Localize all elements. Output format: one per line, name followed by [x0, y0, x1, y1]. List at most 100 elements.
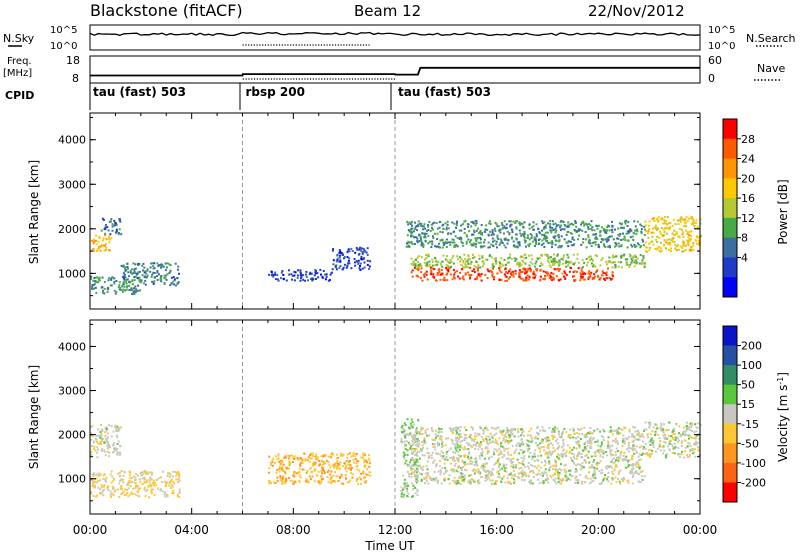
velocity-cell — [134, 486, 137, 489]
velocity-cell — [467, 448, 470, 451]
power-cell — [467, 262, 470, 265]
power-cell — [174, 262, 177, 265]
velocity-cell — [484, 476, 487, 479]
power-cell — [438, 242, 441, 245]
velocity-cell — [279, 463, 282, 465]
velocity-cell — [458, 433, 460, 436]
power-cell — [503, 238, 506, 241]
power-cell — [563, 238, 566, 241]
power-cell — [555, 268, 558, 271]
velocity-cell — [686, 445, 689, 448]
power-cell — [410, 233, 413, 236]
power-cell — [491, 274, 494, 277]
velocity-cell — [530, 440, 533, 443]
velocity-cell — [569, 469, 572, 472]
power-cell — [644, 241, 647, 244]
velocity-cell — [628, 435, 631, 438]
power-cell — [688, 249, 691, 251]
power-cell — [690, 222, 693, 225]
power-cell — [696, 225, 699, 228]
velocity-cell — [409, 422, 412, 425]
nsky-label: N.Sky — [3, 32, 35, 45]
power-cell — [564, 277, 567, 280]
power-cell — [568, 262, 571, 265]
nsearch-label: N.Search — [746, 32, 796, 45]
velocity-cell — [164, 495, 167, 498]
power-cell — [406, 242, 408, 245]
power-cell — [640, 224, 643, 227]
power-cell — [438, 226, 441, 229]
power-cell — [496, 234, 499, 237]
velocity-cell — [278, 460, 281, 463]
power-cell — [274, 273, 277, 276]
velocity-cell — [609, 450, 612, 453]
velocity-cell — [563, 464, 566, 467]
power-cell — [133, 268, 136, 271]
velocity-cell — [178, 476, 181, 479]
power-cell — [467, 223, 470, 226]
velocity-cell — [507, 451, 510, 454]
velocity-cell — [290, 479, 293, 482]
power-cell — [300, 275, 303, 278]
power-cell — [420, 267, 423, 270]
power-cell — [291, 275, 294, 277]
velocity-cell — [281, 478, 284, 481]
velocity-cell — [168, 481, 171, 484]
power-cell — [509, 220, 512, 223]
velocity-cell — [99, 479, 101, 482]
power-cell — [125, 282, 128, 285]
power-cell — [446, 279, 449, 282]
velocity-cell — [111, 475, 114, 478]
velocity-cell — [289, 461, 292, 464]
velocity-cell — [495, 432, 498, 435]
velocity-cell — [486, 478, 489, 481]
velocity-cell — [455, 433, 458, 436]
velocity-cell — [420, 478, 423, 481]
velocity-cell — [416, 494, 419, 497]
power-cell — [567, 256, 570, 259]
power-cell — [454, 271, 457, 274]
power-cell — [314, 271, 317, 274]
velocity-cell — [335, 462, 337, 465]
velocity-cell — [592, 438, 595, 441]
velocity-cell — [495, 440, 498, 443]
power-cell — [579, 228, 582, 231]
velocity-cell — [451, 479, 454, 482]
velocity-cell — [429, 476, 432, 479]
power-cell — [92, 249, 95, 252]
power-cell — [122, 264, 125, 267]
velocity-cell — [97, 480, 100, 482]
power-cell — [487, 241, 490, 244]
power-cell — [477, 269, 479, 272]
power-cell — [113, 224, 116, 227]
velocity-cell — [548, 462, 551, 465]
power-cell — [652, 243, 655, 246]
power-cell — [666, 223, 669, 226]
power-colorbar-label: Power [dB] — [776, 179, 790, 244]
velocity-cell — [91, 445, 93, 447]
power-cell — [454, 235, 457, 238]
power-cell — [476, 277, 479, 280]
velocity-cell — [410, 418, 413, 421]
power-cell — [683, 242, 685, 245]
power-cell — [276, 273, 279, 276]
power-cell — [436, 232, 439, 235]
power-cell — [543, 235, 546, 238]
velocity-cell — [117, 427, 120, 429]
power-cell — [590, 220, 593, 223]
velocity-cell — [548, 443, 550, 446]
velocity-cell — [641, 452, 644, 455]
power-cell — [544, 224, 547, 227]
power-cell — [470, 221, 473, 224]
velocity-cell — [100, 437, 103, 440]
velocity-cell — [455, 480, 457, 483]
velocity-cell — [691, 448, 694, 450]
power-cell — [319, 268, 322, 271]
power-cell — [525, 276, 528, 279]
power-cell — [604, 246, 607, 248]
velocity-cell — [689, 450, 692, 453]
velocity-cell — [607, 436, 610, 439]
velocity-cell — [146, 479, 149, 482]
velocity-cell — [320, 479, 323, 482]
power-cell — [450, 265, 452, 268]
